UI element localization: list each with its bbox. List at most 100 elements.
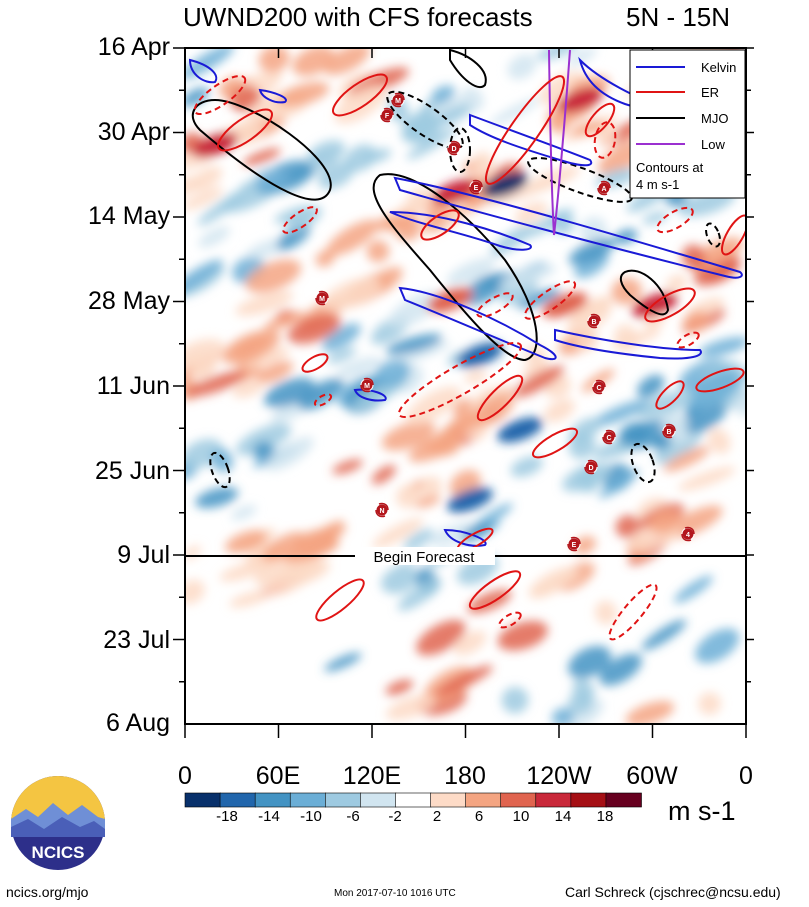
anomaly-blob [385, 679, 414, 696]
anomaly-blob [402, 110, 439, 141]
anomaly-blob [374, 359, 411, 387]
x-tick-label: 120E [342, 762, 402, 790]
anomaly-blob [231, 504, 257, 521]
anomaly-blob [543, 398, 575, 423]
storm-icon: E [469, 179, 483, 195]
storm-letter: E [572, 542, 577, 549]
colorbar-label: 18 [596, 808, 614, 825]
mjo-contour [191, 98, 332, 201]
anomaly-blob [403, 528, 434, 551]
mjo-contour [527, 157, 633, 203]
anomaly-blob [185, 371, 246, 397]
anomaly-blob [292, 48, 335, 76]
anomaly-core [542, 292, 588, 318]
anomaly-blob [256, 361, 294, 384]
legend-kelvin-label: Kelvin [701, 60, 736, 75]
anomaly-blob [591, 399, 649, 427]
kelvin-contour [258, 88, 287, 104]
anomaly-core [192, 132, 238, 158]
anomaly-blob [406, 127, 457, 160]
anomaly-blob [386, 694, 436, 720]
anomaly-blob [682, 310, 709, 333]
anomaly-blob [221, 329, 281, 365]
colorbar-label: 6 [474, 808, 484, 825]
anomaly-blob [298, 378, 345, 411]
x-tick-label: 60W [626, 762, 678, 790]
mjo-contour [209, 451, 231, 489]
colorbar-label: -14 [258, 808, 280, 825]
er-contour [468, 570, 522, 610]
anomaly-blob [416, 619, 466, 656]
anomaly-blob [464, 369, 487, 384]
anomaly-blob [261, 531, 306, 562]
storm-letter: E [474, 185, 479, 192]
er-contour [420, 209, 460, 241]
colorbar [184, 792, 642, 808]
colorbar-swatch [289, 792, 327, 808]
x-tick-label: 0 [178, 762, 192, 790]
storm-letter: D [588, 465, 593, 472]
storm-letter: A [601, 186, 606, 193]
anomaly-blob [318, 161, 355, 190]
anomaly-blob [598, 469, 640, 499]
anomaly-blob [287, 206, 322, 232]
er-contour [608, 583, 658, 641]
storm-icon: F [380, 107, 394, 123]
x-tick-label: 0 [739, 762, 753, 790]
anomaly-blob [276, 224, 311, 251]
anomaly-blob [244, 347, 290, 369]
anomaly-core [482, 172, 528, 198]
storm-icon: N [375, 502, 389, 518]
storm-icon: M [360, 377, 374, 393]
colorbar-swatch [184, 792, 221, 808]
y-tick-label: 11 Jun [96, 372, 170, 400]
anomaly-core [497, 417, 543, 443]
anomaly-blob [327, 347, 357, 364]
anomaly-blob [322, 323, 361, 352]
anomaly-blob [224, 530, 267, 554]
colorbar-label: -6 [346, 808, 360, 825]
colorbar-label: 14 [554, 808, 572, 825]
anomaly-blob [264, 377, 315, 408]
anomaly-blob [619, 421, 651, 446]
er-contour [476, 374, 524, 422]
anomaly-blob [266, 436, 314, 471]
anomaly-blob [615, 514, 642, 538]
anomaly-blob [185, 87, 209, 107]
colorbar-swatch [254, 792, 292, 808]
mjo-contour [386, 90, 464, 150]
anomaly-blob [335, 356, 382, 378]
anomaly-blob [515, 201, 548, 225]
legend-box [629, 49, 746, 199]
anomaly-blob [733, 393, 746, 417]
y-tick-label: 9 Jul [117, 541, 170, 569]
anomaly-blob [569, 296, 614, 322]
storm-icon: E [567, 536, 581, 552]
er-contour [217, 108, 273, 152]
er-contour [644, 287, 696, 323]
anomaly-blob [232, 379, 264, 398]
anomaly-blob [395, 484, 421, 509]
colorbar-swatch [605, 792, 642, 808]
anomaly-blob [599, 653, 643, 686]
anomaly-blob [625, 700, 675, 724]
mjo-contour [705, 222, 721, 248]
anomaly-blob [390, 341, 451, 365]
colorbar-swatch [219, 792, 256, 808]
anomaly-blob [419, 476, 443, 497]
anomaly-blob [551, 707, 574, 724]
footer-url[interactable]: ncics.org/mjo [6, 884, 89, 900]
contour-lines [188, 48, 746, 641]
anomaly-blob [567, 691, 593, 714]
anomaly-blob [562, 462, 612, 492]
chart-region: 5N - 15N [626, 2, 731, 32]
anomaly-blob [195, 487, 239, 509]
anomaly-blob [198, 226, 231, 248]
anomaly-blob [366, 240, 390, 263]
colorbar-swatch [500, 792, 537, 808]
anomaly-blob [264, 311, 306, 331]
anomaly-blob [642, 211, 669, 225]
anomaly-blob [185, 259, 223, 296]
anomaly-blob [498, 264, 557, 289]
anomaly-blob [229, 590, 270, 608]
